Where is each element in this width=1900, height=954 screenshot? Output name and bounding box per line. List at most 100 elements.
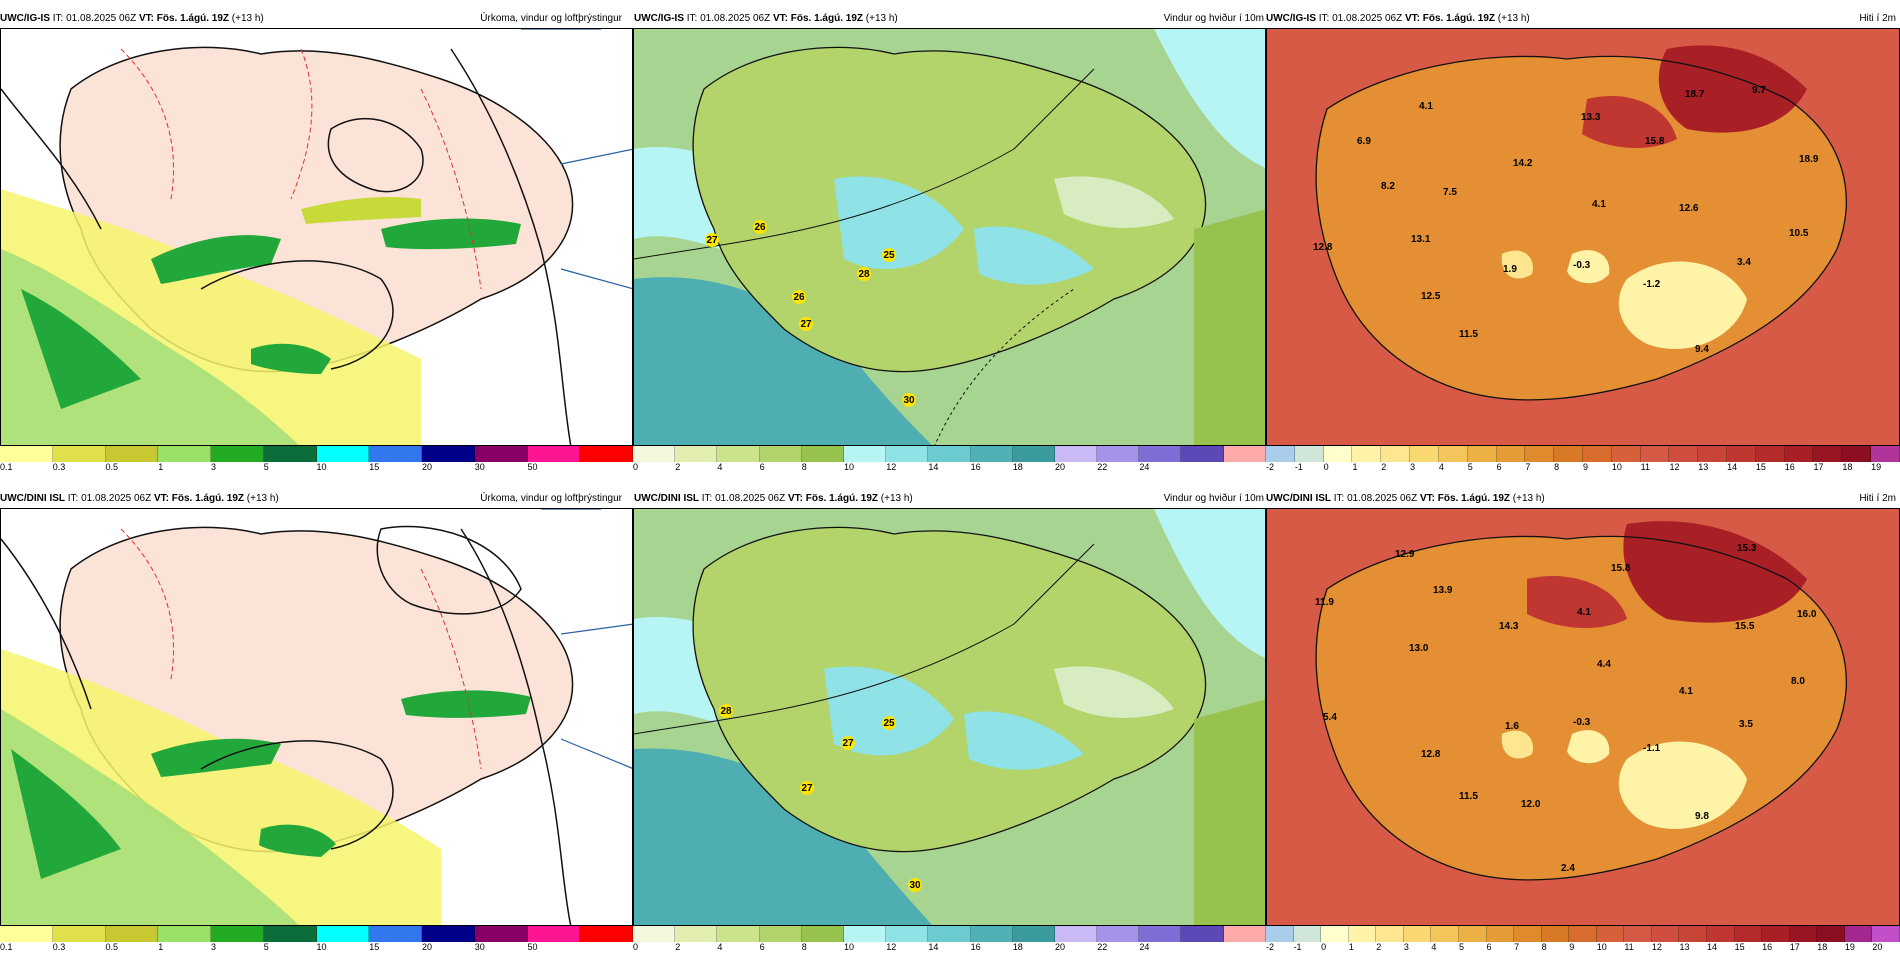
colorbar-tick-label: 18 — [1842, 462, 1853, 472]
colorbar-tick-label: 15 — [369, 462, 380, 472]
colorbar-tick-label: 4 — [1438, 462, 1444, 472]
colorbar-tick-label: 30 — [474, 462, 485, 472]
colorbar-tick-label: 9 — [1569, 942, 1575, 952]
colorbar-strip — [633, 446, 1266, 462]
colorbar-tick-label: 0.1 — [0, 942, 13, 952]
issue-time: IT: 01.08.2025 06Z — [52, 13, 137, 24]
colorbar-segment — [1871, 446, 1900, 462]
colorbar-tick-label: 1 — [1352, 462, 1358, 472]
temp-label: 3.5 — [1739, 719, 1753, 730]
colorbar-segment — [1525, 446, 1555, 462]
colorbar-segment — [1139, 446, 1182, 462]
colorbar-segment — [1669, 446, 1699, 462]
temp-label: -0.3 — [1573, 717, 1591, 728]
colorbar-tick-label: 0.5 — [105, 462, 119, 472]
panel-title-temp-bottom: Hiti í 2m — [1859, 493, 1896, 504]
colorbar-segment — [886, 926, 929, 942]
row-top: UWC/IG-IS IT: 01.08.2025 06Z VT: Fös. 1.… — [0, 10, 1900, 472]
lead-time: (+13 h) — [246, 493, 279, 504]
valid-time: VT: Fös. 1.ágú. 19Z — [138, 13, 229, 24]
colorbar-tick-label: 20 — [1055, 462, 1066, 472]
temp-label: 15.3 — [1737, 543, 1757, 554]
colorbar-ticks: -2 -1 0 1 2 3 4 5 6 7 8 9 10 11 12 13 14 15 16 17 18 19 — [1266, 462, 1900, 474]
panel-title-wind-top: Vindur og hviður í 10m — [1163, 13, 1264, 24]
colorbar-tick-label: 1 — [158, 462, 164, 472]
colorbar-tick-label: 1 — [1348, 942, 1354, 952]
header-top-temp: UWC/IG-IS IT: 01.08.2025 06Z VT: Fös. 1.… — [1266, 13, 1530, 24]
colorbar-tick-label: 18 — [1012, 462, 1023, 472]
temp-map-top[interactable]: 4.1 18.7 9.7 6.9 13.3 15.8 14.2 18.9 8.2… — [1266, 28, 1900, 446]
colorbar-segment — [1323, 446, 1353, 462]
temp-map-bottom[interactable]: 12.9 15.3 11.9 13.9 15.8 4.1 14.3 16.0 1… — [1266, 508, 1900, 926]
colorbar-ticks: 0 2 4 6 8 10 12 14 16 18 20 22 24 — [633, 462, 1266, 474]
colorbar-tick-label: 6 — [759, 462, 765, 472]
wind-map-svg: 28 25 27 27 30 — [634, 509, 1265, 925]
wind-label: 26 — [754, 222, 766, 233]
colorbar-segment — [1012, 926, 1055, 942]
colorbar-segment — [1789, 926, 1818, 942]
temp-label: 12.8 — [1421, 749, 1441, 760]
colorbar-precip-bottom: 0.1 0.3 0.5 1 3 5 10 15 20 30 50 — [0, 926, 633, 954]
temp-label: 8.0 — [1791, 676, 1805, 687]
colorbar-tick-label: 16 — [970, 462, 981, 472]
colorbar-tick-label: 10 — [1596, 942, 1607, 952]
colorbar-segment — [1223, 926, 1266, 942]
colorbar-segment — [717, 446, 760, 462]
colorbar-wind-bottom: 0 2 4 6 8 10 12 14 16 18 20 22 24 — [633, 926, 1266, 954]
colorbar-segment — [1707, 926, 1735, 942]
colorbar-ticks: -2 -1 0 1 2 3 4 5 6 7 8 9 10 11 12 13 14 15 16 17 18 19 20 — [1266, 942, 1900, 954]
temp-label: 12.5 — [1421, 291, 1441, 302]
colorbar-tick-label: 7 — [1525, 462, 1531, 472]
colorbar-segment — [1842, 446, 1872, 462]
issue-time: IT: 01.08.2025 06Z — [67, 493, 152, 504]
colorbar-segment — [1486, 926, 1515, 942]
colorbar-segment — [211, 446, 264, 462]
panel-title-precip-bottom: Úrkoma, vindur og loftþrýstingur — [480, 493, 622, 504]
wind-map-bottom[interactable]: 28 25 27 27 30 — [633, 508, 1266, 926]
temp-label: 9.4 — [1695, 344, 1709, 355]
panel-title-temp-top: Hiti í 2m — [1859, 13, 1896, 24]
wind-map-top[interactable]: 27 26 28 25 26 27 30 — [633, 28, 1266, 446]
temp-label: 6.9 — [1357, 136, 1371, 147]
panel-title-precip-top: Úrkoma, vindur og loftþrýstingur — [480, 13, 622, 24]
colorbar-segment — [1294, 446, 1324, 462]
colorbar-strip — [0, 446, 633, 462]
colorbar-segment — [263, 446, 317, 462]
colorbar-segment — [1381, 446, 1411, 462]
colorbar-segment — [970, 446, 1013, 462]
colorbar-segment — [970, 926, 1013, 942]
colorbar-tick-label: 0.1 — [0, 462, 13, 472]
colorbar-tick-label: 13 — [1698, 462, 1709, 472]
colorbar-tick-label: -1 — [1294, 462, 1303, 472]
colorbar-segment — [1640, 446, 1670, 462]
colorbar-segment — [1611, 446, 1641, 462]
colorbar-segment — [422, 926, 475, 942]
colorbar-segment — [1784, 446, 1814, 462]
wind-label: 26 — [793, 292, 805, 303]
precip-map-bottom[interactable] — [0, 508, 633, 926]
temp-label: 18.7 — [1685, 89, 1705, 100]
colorbar-segment — [1872, 926, 1900, 942]
colorbar-tick-label: 0 — [1321, 942, 1327, 952]
colorbar-segment — [105, 926, 159, 942]
header-top-wind: UWC/IG-IS IT: 01.08.2025 06Z VT: Fös. 1.… — [634, 13, 898, 24]
colorbar-tick-label: 50 — [527, 462, 538, 472]
colorbar-tick-label: 3 — [211, 462, 217, 472]
colorbar-segment — [369, 446, 422, 462]
colorbar-segment — [1624, 926, 1652, 942]
colorbar-segment — [1438, 446, 1468, 462]
colorbar-tick-label: 2 — [675, 462, 681, 472]
temp-label: 3.4 — [1737, 257, 1751, 268]
wind-label: 28 — [720, 706, 732, 717]
precip-map-top[interactable] — [0, 28, 633, 446]
wind-label: 25 — [883, 250, 895, 261]
colorbar-tick-label: 16 — [1784, 462, 1795, 472]
colorbar-tick-label: 2 — [1381, 462, 1387, 472]
colorbar-tick-label: 6 — [759, 942, 765, 952]
colorbar-segment — [1698, 446, 1727, 462]
colorbar-segment — [158, 926, 211, 942]
colorbar-tick-label: 5 — [1458, 942, 1464, 952]
colorbar-tick-label: 20 — [422, 942, 433, 952]
colorbar-tick-label: 24 — [1139, 462, 1150, 472]
colorbar-tick-label: 10 — [844, 942, 855, 952]
